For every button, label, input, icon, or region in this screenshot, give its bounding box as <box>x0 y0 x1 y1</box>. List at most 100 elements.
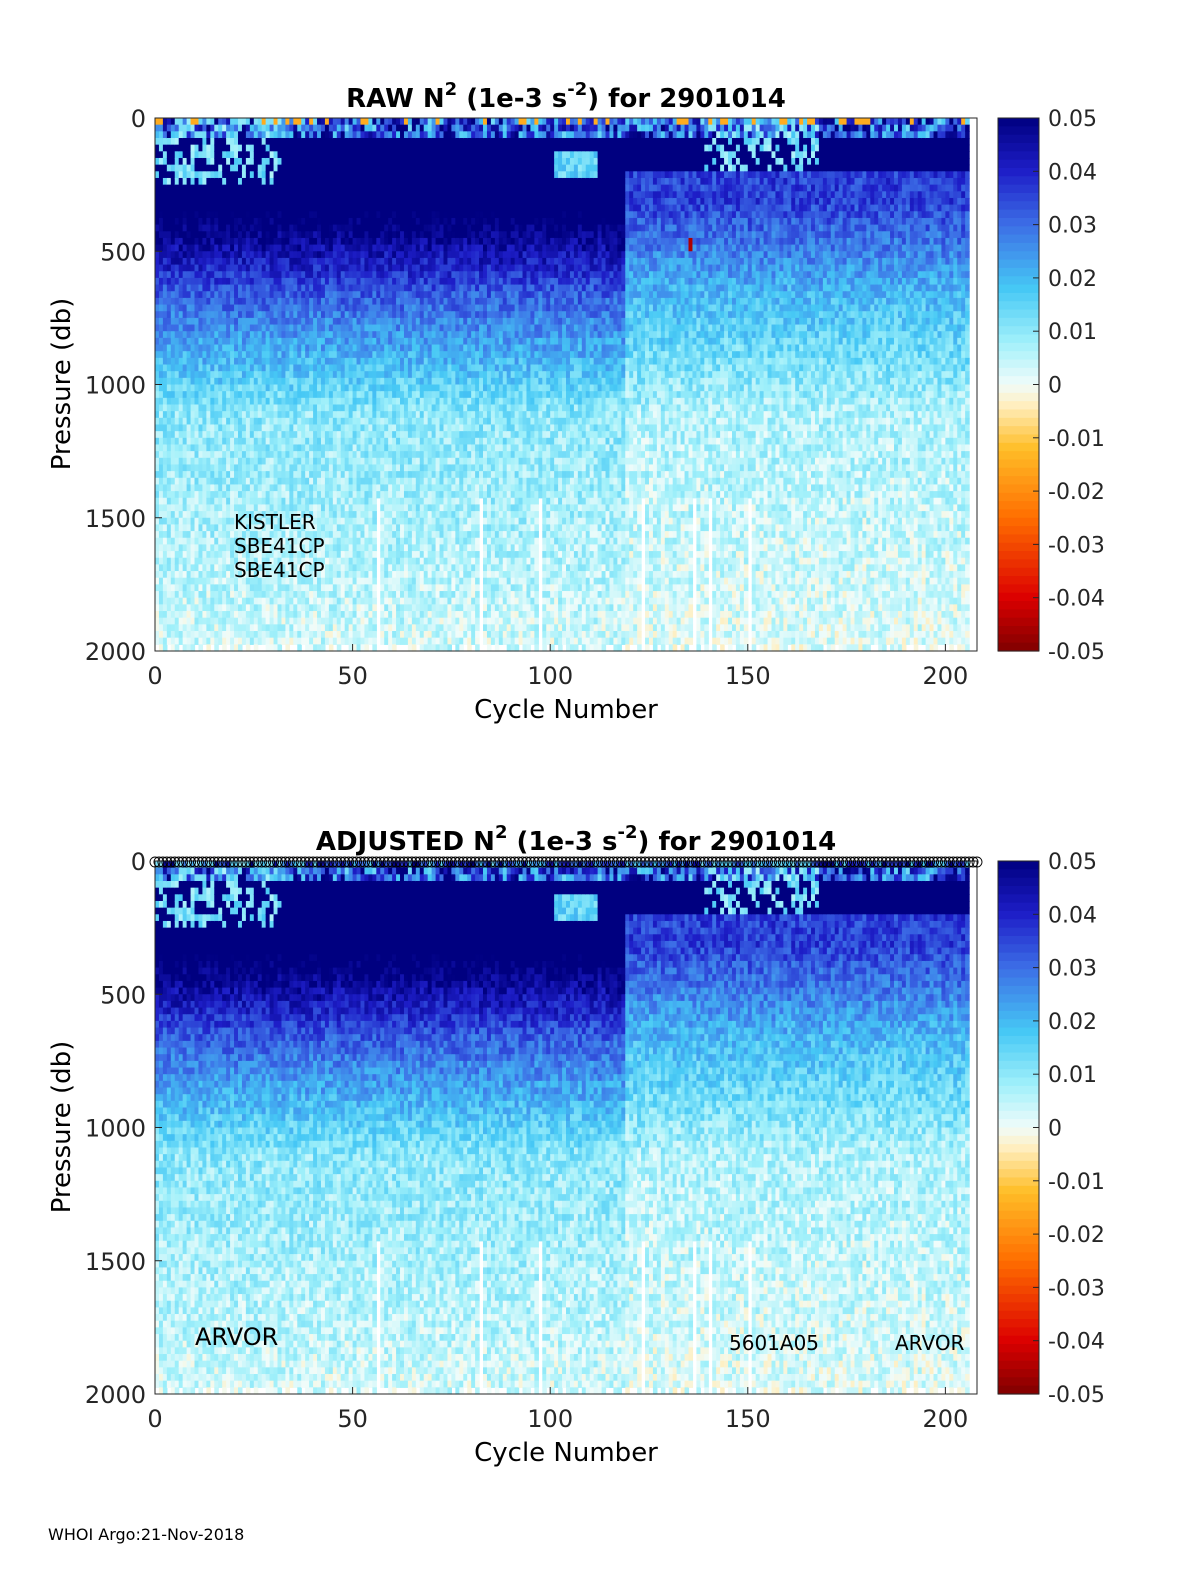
heatmap-cell <box>163 258 168 265</box>
heatmap-cell <box>191 518 196 525</box>
heatmap-cell <box>218 438 223 445</box>
heatmap-cell <box>167 211 172 218</box>
heatmap-cell <box>183 618 188 625</box>
heatmap-cell <box>175 571 180 578</box>
heatmap-cell <box>214 411 219 418</box>
heatmap-cell <box>183 258 188 265</box>
heatmap-cell <box>214 584 219 591</box>
heatmap-cell <box>167 358 172 365</box>
heatmap-cell <box>187 358 192 365</box>
heatmap-cell <box>179 125 184 132</box>
heatmap-cell <box>175 311 180 318</box>
heatmap-cell <box>163 398 168 405</box>
heatmap-cell <box>195 318 200 325</box>
heatmap-cell <box>167 171 172 178</box>
heatmap-cell <box>187 331 192 338</box>
heatmap-cell <box>218 278 223 285</box>
heatmap-cell <box>191 351 196 358</box>
heatmap-cell <box>191 265 196 272</box>
heatmap-cell <box>159 571 164 578</box>
heatmap-cell <box>214 464 219 471</box>
heatmap-cell <box>155 211 160 218</box>
heatmap-cell <box>179 484 184 491</box>
heatmap-cell <box>214 524 219 531</box>
heatmap-cell <box>195 178 200 185</box>
heatmap-cell <box>202 591 207 598</box>
heatmap-cell <box>175 251 180 258</box>
heatmap-cell <box>206 498 211 505</box>
heatmap-cell <box>198 551 203 558</box>
heatmap-cell <box>195 225 200 232</box>
heatmap-cell <box>155 178 160 185</box>
heatmap-cell <box>187 371 192 378</box>
heatmap-cell <box>202 338 207 345</box>
title-mid: (1e-3 s <box>457 84 567 114</box>
heatmap-cell <box>183 411 188 418</box>
heatmap-cell <box>210 398 215 405</box>
heatmap-cell <box>163 611 168 618</box>
heatmap-cell <box>183 165 188 172</box>
heatmap-cell <box>214 458 219 465</box>
heatmap-cell <box>187 424 192 431</box>
heatmap-cell <box>214 325 219 332</box>
heatmap-cell <box>210 491 215 498</box>
heatmap-cell <box>179 118 184 125</box>
heatmap-cell <box>202 491 207 498</box>
heatmap-cell <box>206 438 211 445</box>
heatmap-cell <box>175 398 180 405</box>
heatmap-cell <box>202 138 207 145</box>
heatmap-cell <box>202 544 207 551</box>
heatmap-cell <box>218 385 223 392</box>
heatmap-cell <box>206 238 211 245</box>
heatmap-cell <box>159 391 164 398</box>
heatmap-cell <box>163 638 168 645</box>
heatmap-cell <box>167 438 172 445</box>
heatmap-cell <box>218 245 223 252</box>
heatmap-cell <box>167 298 172 305</box>
heatmap-cell <box>183 604 188 611</box>
heatmap-cell <box>155 471 160 478</box>
heatmap-cell <box>179 191 184 198</box>
heatmap-cell <box>210 365 215 372</box>
heatmap-cell <box>183 251 188 258</box>
heatmap-cell <box>187 604 192 611</box>
heatmap-cell <box>179 451 184 458</box>
heatmap-cell <box>195 564 200 571</box>
heatmap-cell <box>167 638 172 645</box>
heatmap-cell <box>214 571 219 578</box>
heatmap-cell <box>155 371 160 378</box>
heatmap-cell <box>163 591 168 598</box>
heatmap-cell <box>198 618 203 625</box>
heatmap-cell <box>171 391 176 398</box>
heatmap-cell <box>218 131 223 138</box>
heatmap-cell <box>155 624 160 631</box>
heatmap-cell <box>183 431 188 438</box>
heatmap-cell <box>191 478 196 485</box>
heatmap-cell <box>214 238 219 245</box>
heatmap-cell <box>202 444 207 451</box>
heatmap-cell <box>191 431 196 438</box>
heatmap-cell <box>198 365 203 372</box>
heatmap-cell <box>159 624 164 631</box>
heatmap-cell <box>163 238 168 245</box>
heatmap-cell <box>179 418 184 425</box>
heatmap-cell <box>187 198 192 205</box>
heatmap-cell <box>175 331 180 338</box>
heatmap-cell <box>159 258 164 265</box>
heatmap-cell <box>183 238 188 245</box>
heatmap-cell <box>159 491 164 498</box>
heatmap-cell <box>214 511 219 518</box>
heatmap-cell <box>163 318 168 325</box>
heatmap-cell <box>191 598 196 605</box>
heatmap-cell <box>179 544 184 551</box>
heatmap-cell <box>195 138 200 145</box>
heatmap-cell <box>210 305 215 312</box>
heatmap-cell <box>202 245 207 252</box>
heatmap-cell <box>159 371 164 378</box>
heatmap-cell <box>183 385 188 392</box>
heatmap-cell <box>183 538 188 545</box>
heatmap-cell <box>167 598 172 605</box>
heatmap-cell <box>198 345 203 352</box>
heatmap-cell <box>175 451 180 458</box>
heatmap-cell <box>167 251 172 258</box>
